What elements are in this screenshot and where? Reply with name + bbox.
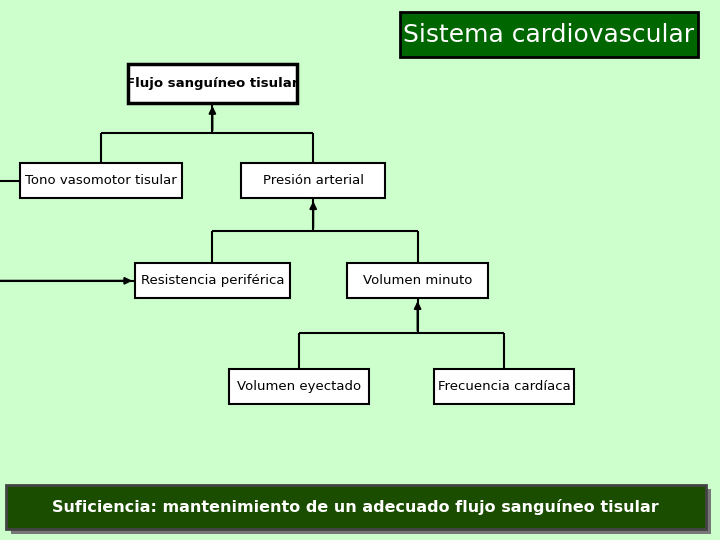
Text: Volumen eyectado: Volumen eyectado	[237, 380, 361, 393]
FancyBboxPatch shape	[241, 163, 385, 198]
FancyBboxPatch shape	[11, 489, 711, 534]
FancyBboxPatch shape	[400, 12, 698, 57]
FancyBboxPatch shape	[135, 263, 289, 298]
Text: Sistema cardiovascular: Sistema cardiovascular	[403, 23, 695, 46]
Text: Volumen minuto: Volumen minuto	[363, 274, 472, 287]
FancyBboxPatch shape	[20, 163, 181, 198]
FancyBboxPatch shape	[229, 369, 369, 404]
FancyBboxPatch shape	[6, 485, 706, 529]
Text: Suficiencia: mantenimiento de un adecuado flujo sanguíneo tisular: Suficiencia: mantenimiento de un adecuad…	[53, 499, 659, 515]
FancyBboxPatch shape	[128, 64, 297, 103]
Text: Presión arterial: Presión arterial	[263, 174, 364, 187]
FancyBboxPatch shape	[433, 369, 575, 404]
Text: Resistencia periférica: Resistencia periférica	[140, 274, 284, 287]
Text: Frecuencia cardíaca: Frecuencia cardíaca	[438, 380, 570, 393]
FancyBboxPatch shape	[347, 263, 488, 298]
Text: Tono vasomotor tisular: Tono vasomotor tisular	[25, 174, 176, 187]
Text: Flujo sanguíneo tisular: Flujo sanguíneo tisular	[126, 77, 299, 90]
